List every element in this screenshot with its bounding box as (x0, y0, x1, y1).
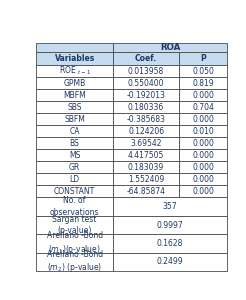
Text: 0.000: 0.000 (192, 163, 214, 172)
Bar (180, 125, 227, 137)
Bar (180, 185, 227, 197)
Bar (113, 43, 227, 52)
Bar (36, 89, 113, 101)
Text: ROA: ROA (160, 43, 180, 52)
Bar (36, 77, 113, 89)
Bar (36, 65, 113, 77)
Text: -64.85874: -64.85874 (127, 187, 166, 196)
Text: 0.000: 0.000 (192, 151, 214, 160)
Text: 1.552409: 1.552409 (128, 175, 164, 184)
Bar (113, 216, 227, 234)
Text: -0.192013: -0.192013 (127, 91, 166, 100)
Bar (113, 234, 227, 253)
Text: Sargan test
(p-value): Sargan test (p-value) (52, 215, 97, 235)
Bar (36, 137, 113, 149)
Text: LD: LD (70, 175, 80, 184)
Bar (36, 43, 113, 52)
Text: 0.050: 0.050 (192, 67, 214, 76)
Bar (113, 185, 180, 197)
Text: Variables: Variables (54, 54, 95, 63)
Text: Coef.: Coef. (135, 54, 157, 63)
Text: Arellano -Bond
$(m_2)$ (p-value): Arellano -Bond $(m_2)$ (p-value) (46, 250, 103, 274)
Text: GPMB: GPMB (63, 79, 86, 88)
Bar (180, 89, 227, 101)
Text: BS: BS (70, 139, 79, 148)
Text: 3.69542: 3.69542 (130, 139, 162, 148)
Text: 0.124206: 0.124206 (128, 127, 164, 136)
Bar (113, 125, 180, 137)
Bar (36, 52, 113, 65)
Bar (36, 216, 113, 234)
Text: CA: CA (69, 127, 80, 136)
Text: No. of
observations: No. of observations (50, 196, 99, 217)
Bar (36, 234, 113, 253)
Bar (113, 89, 180, 101)
Text: ROE $_{t-1}$: ROE $_{t-1}$ (59, 65, 91, 77)
Bar (113, 113, 180, 125)
Text: GR: GR (69, 163, 80, 172)
Text: P: P (200, 54, 206, 63)
Text: -0.385683: -0.385683 (127, 115, 166, 124)
Bar (180, 137, 227, 149)
Bar (113, 65, 180, 77)
Text: SBS: SBS (67, 103, 82, 112)
Text: SBFM: SBFM (64, 115, 85, 124)
Bar (113, 149, 180, 161)
Text: 0.010: 0.010 (192, 127, 214, 136)
Bar (113, 253, 227, 271)
Text: 0.1628: 0.1628 (157, 239, 183, 248)
Text: 0.819: 0.819 (192, 79, 214, 88)
Text: 0.013958: 0.013958 (128, 67, 164, 76)
Bar (36, 125, 113, 137)
Text: MS: MS (69, 151, 80, 160)
Bar (36, 149, 113, 161)
Text: MBFM: MBFM (63, 91, 86, 100)
Text: 0.000: 0.000 (192, 115, 214, 124)
Text: 0.550400: 0.550400 (128, 79, 164, 88)
Text: 0.000: 0.000 (192, 91, 214, 100)
Text: 0.000: 0.000 (192, 187, 214, 196)
Bar (180, 113, 227, 125)
Bar (113, 197, 227, 216)
Text: 0.9997: 0.9997 (156, 220, 183, 230)
Bar (180, 77, 227, 89)
Text: CONSTANT: CONSTANT (54, 187, 95, 196)
Bar (36, 185, 113, 197)
Bar (36, 253, 113, 271)
Bar (180, 52, 227, 65)
Bar (36, 161, 113, 173)
Bar (36, 173, 113, 185)
Text: 0.704: 0.704 (192, 103, 214, 112)
Bar (36, 113, 113, 125)
Text: 4.417505: 4.417505 (128, 151, 164, 160)
Bar (113, 173, 180, 185)
Bar (113, 161, 180, 173)
Bar (113, 137, 180, 149)
Bar (180, 65, 227, 77)
Bar (113, 77, 180, 89)
Bar (180, 149, 227, 161)
Bar (180, 101, 227, 113)
Bar (113, 52, 180, 65)
Bar (36, 197, 113, 216)
Text: 0.2499: 0.2499 (157, 257, 183, 266)
Text: 0.000: 0.000 (192, 139, 214, 148)
Bar (113, 101, 180, 113)
Text: Arellano -Bond
$(m_1)$(p-value): Arellano -Bond $(m_1)$(p-value) (46, 231, 103, 256)
Bar (180, 161, 227, 173)
Text: 0.000: 0.000 (192, 175, 214, 184)
Bar (36, 101, 113, 113)
Text: 357: 357 (163, 202, 177, 211)
Text: 0.183039: 0.183039 (128, 163, 164, 172)
Text: 0.180336: 0.180336 (128, 103, 164, 112)
Bar (180, 173, 227, 185)
